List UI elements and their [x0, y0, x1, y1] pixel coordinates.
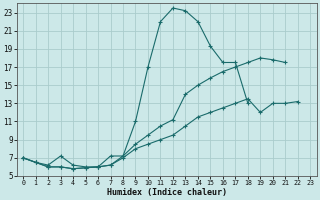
X-axis label: Humidex (Indice chaleur): Humidex (Indice chaleur) [107, 188, 227, 197]
